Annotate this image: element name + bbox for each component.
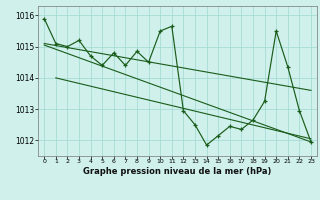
X-axis label: Graphe pression niveau de la mer (hPa): Graphe pression niveau de la mer (hPa) [84,167,272,176]
